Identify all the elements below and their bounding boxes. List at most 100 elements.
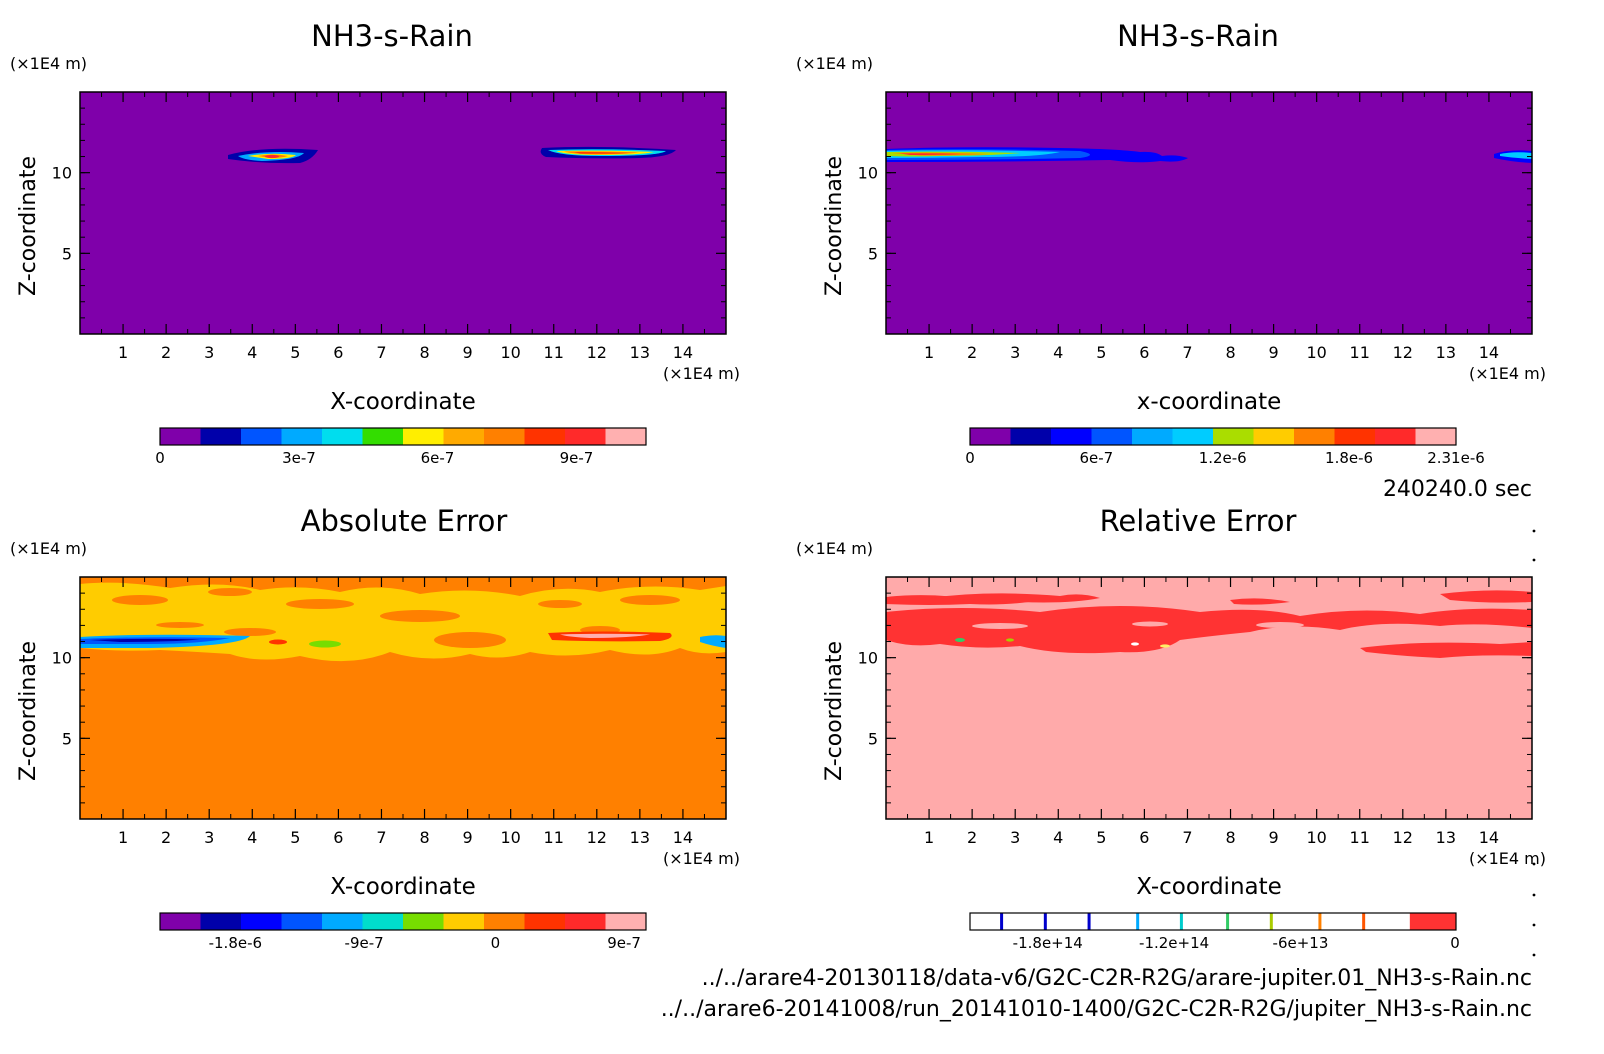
colorbar-segment — [362, 428, 404, 445]
plot-area — [80, 92, 726, 334]
x-tick-label: 12 — [1393, 343, 1413, 362]
colorbar-tick-label: 0 — [155, 449, 165, 467]
colorbar-segment — [1091, 428, 1133, 445]
colorbar-segment — [281, 428, 323, 445]
x-tick-label: 13 — [1436, 828, 1456, 847]
panel-title: NH3-s-Rain — [311, 19, 473, 53]
x-unit-label: (×1E4 m) — [1469, 364, 1546, 383]
y-tick-label: 10 — [52, 164, 72, 183]
x-tick-label: 5 — [290, 828, 300, 847]
x-tick-label: 4 — [1053, 828, 1063, 847]
colorbar-frame — [969, 912, 1457, 931]
colorbar-0: 0 3e-7 6e-7 9e-7 — [155, 427, 647, 467]
x-tick-label: 8 — [1225, 343, 1235, 362]
colorbar-segment — [484, 428, 525, 445]
colorbar-segment — [1409, 913, 1456, 930]
x-tick-label: 1 — [924, 828, 934, 847]
colorbar-segment — [1415, 428, 1457, 445]
colorbar-segment — [200, 913, 242, 930]
colorbar-frame — [969, 427, 1457, 446]
colorbar-segment — [565, 913, 606, 930]
x-tick-label: 9 — [1269, 343, 1279, 362]
green-error-spot — [309, 640, 341, 648]
x-tick-label: 13 — [1436, 343, 1456, 362]
colorbar-tick-label: -9e-7 — [345, 934, 384, 952]
colorbar-segment — [200, 428, 242, 445]
plot-area — [886, 529, 1536, 957]
colorbar-tick-label: 2.31e-6 — [1427, 449, 1485, 467]
y-tick-label: 5 — [868, 729, 878, 748]
colorbar-segment — [1253, 428, 1295, 445]
colorbar-segment — [1294, 428, 1335, 445]
colorbar-tick-label: 1.8e-6 — [1325, 449, 1373, 467]
colorbar-segment — [443, 913, 485, 930]
colorbar-tick-label: -1.8e+14 — [1013, 934, 1083, 952]
colorbar-tick-label: 9e-7 — [607, 934, 641, 952]
x-tick-label: 4 — [1053, 343, 1063, 362]
y-tick-label: 10 — [52, 649, 72, 668]
y-unit-label: (×1E4 m) — [796, 539, 873, 558]
x-tick-label: 12 — [587, 828, 607, 847]
y-axis-label: Z-coordinate — [822, 641, 847, 781]
colorbar-segment — [1132, 428, 1173, 445]
x-tick-label: 8 — [419, 343, 429, 362]
x-tick-label: 12 — [1393, 828, 1413, 847]
positive-error-band — [548, 631, 672, 642]
panel-bottom-left: Absolute Error (×1E4 m) — [10, 504, 726, 819]
negative-error-band — [80, 634, 250, 648]
x-tick-label: 6 — [1139, 828, 1149, 847]
colorbar-frame — [159, 912, 647, 931]
colorbar-segment — [484, 913, 525, 930]
colorbar-tick-label: 3e-7 — [282, 449, 316, 467]
x-tick-label: 3 — [1010, 828, 1020, 847]
x-tick-label: 14 — [1479, 343, 1499, 362]
colorbar-segment — [524, 913, 566, 930]
y-unit-label: (×1E4 m) — [10, 539, 87, 558]
x-axis-label: X-coordinate — [1136, 874, 1282, 900]
colorbar-segment — [565, 428, 606, 445]
colorbar-segment — [1172, 428, 1214, 445]
colorbar-segment — [241, 913, 282, 930]
colorbar-segment — [322, 913, 363, 930]
colorbar-tick-label: 6e-7 — [421, 449, 455, 467]
x-axis-label: x-coordinate — [1137, 389, 1282, 415]
file-path-2: ../../arare6-20141008/run_20141010-1400/… — [661, 997, 1532, 1022]
file-path-1: ../../arare4-20130118/data-v6/G2C-C2R-R2… — [702, 966, 1532, 991]
x-unit-label: (×1E4 m) — [1469, 849, 1546, 868]
y-axis-label: Z-coordinate — [16, 641, 41, 781]
colorbar-segment — [403, 428, 444, 445]
rain-feature-left — [228, 148, 318, 164]
colorbar-segment — [605, 913, 647, 930]
x-tick-label: 3 — [204, 828, 214, 847]
colorbar-2: -1.8e-6 -9e-7 0 9e-7 — [159, 912, 647, 952]
x-tick-label: 10 — [1306, 828, 1326, 847]
x-tick-label: 9 — [463, 828, 473, 847]
y-unit-label: (×1E4 m) — [10, 54, 87, 73]
x-tick-label: 12 — [587, 343, 607, 362]
x-tick-label: 2 — [967, 828, 977, 847]
panel-top-right: NH3-s-Rain (×1E4 m) — [796, 19, 1532, 334]
x-axis-label: X-coordinate — [330, 389, 476, 415]
rain-feature-right — [540, 146, 676, 159]
y-tick-label: 5 — [62, 244, 72, 263]
relative-error-bands — [886, 590, 1532, 658]
colorbar-tick-label: -6e+13 — [1273, 934, 1329, 952]
x-tick-label: 3 — [204, 343, 214, 362]
edge-negative-spot — [700, 635, 726, 648]
x-tick-label: 6 — [333, 343, 343, 362]
panel-top-left: NH3-s-Rain (×1E4 m) — [10, 19, 726, 334]
x-tick-label: 14 — [673, 828, 693, 847]
x-tick-label: 7 — [376, 828, 386, 847]
colorbar-segment — [970, 428, 1011, 445]
y-axis-label: Z-coordinate — [16, 156, 41, 296]
x-tick-label: 1 — [924, 343, 934, 362]
x-tick-label: 14 — [673, 343, 693, 362]
x-tick-label: 5 — [290, 343, 300, 362]
colorbar-segment — [1213, 428, 1254, 445]
panel-title: Absolute Error — [301, 504, 508, 538]
x-tick-label: 13 — [630, 343, 650, 362]
x-tick-label: 4 — [247, 828, 257, 847]
x-unit-label: (×1E4 m) — [663, 364, 740, 383]
